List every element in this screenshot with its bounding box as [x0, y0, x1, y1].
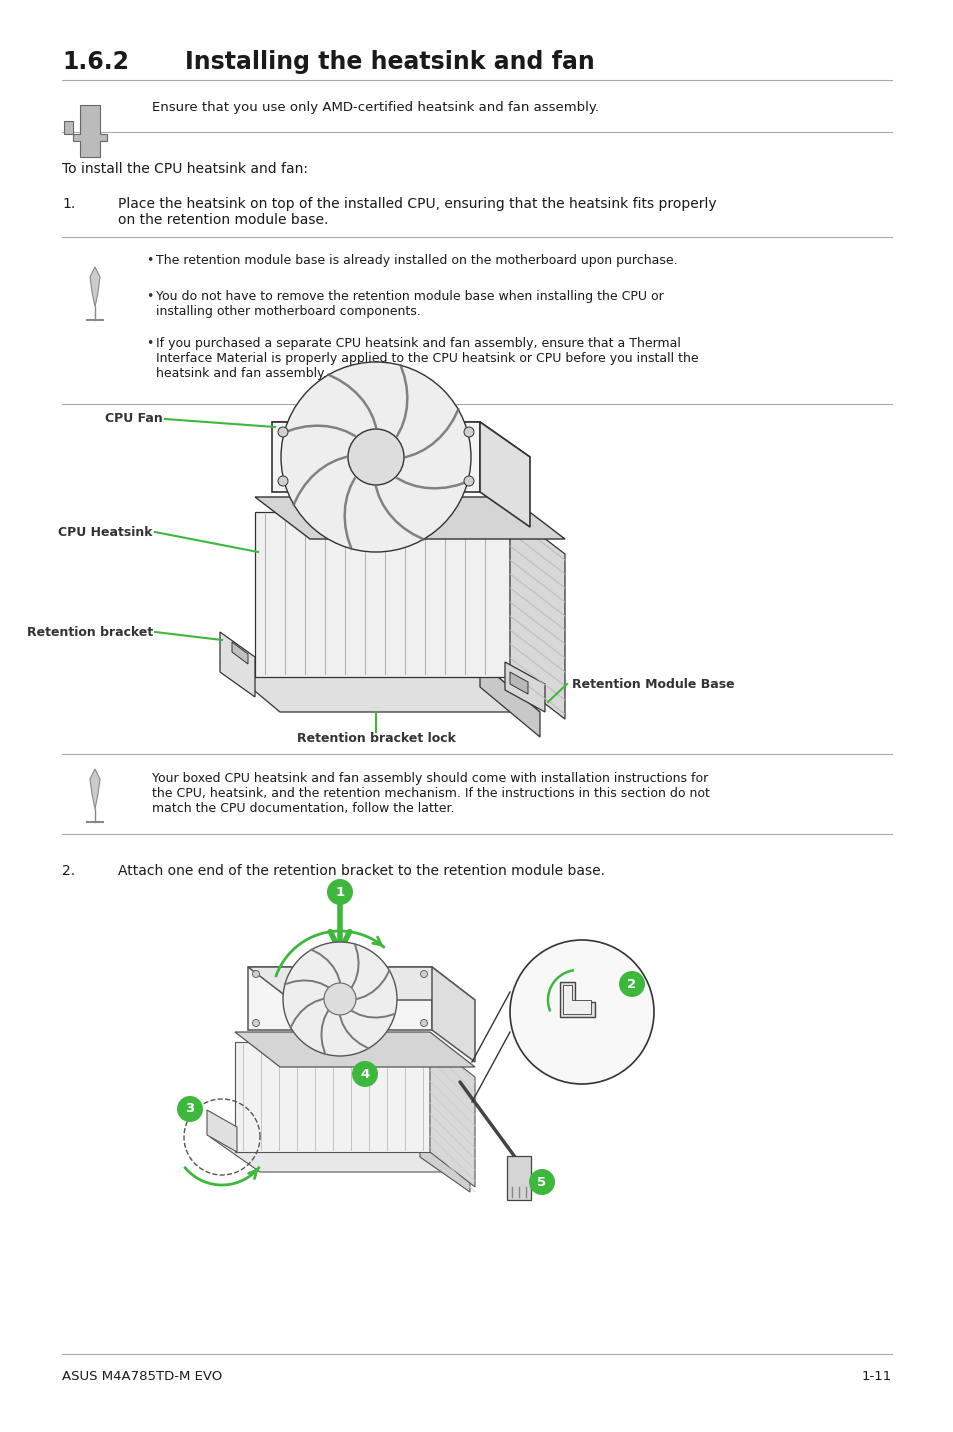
Circle shape — [348, 430, 403, 485]
Polygon shape — [479, 422, 530, 527]
Circle shape — [420, 971, 427, 978]
Polygon shape — [220, 662, 539, 712]
Circle shape — [327, 879, 353, 905]
Polygon shape — [234, 1042, 430, 1151]
Text: 3: 3 — [185, 1103, 194, 1116]
Circle shape — [463, 427, 474, 437]
Text: •: • — [146, 337, 153, 349]
Polygon shape — [248, 967, 475, 1000]
Text: The retention module base is already installed on the motherboard upon purchase.: The retention module base is already ins… — [156, 253, 677, 266]
Polygon shape — [254, 513, 510, 677]
Text: CPU Heatsink: CPU Heatsink — [58, 526, 152, 538]
Polygon shape — [510, 513, 564, 719]
Text: 1-11: 1-11 — [861, 1370, 891, 1383]
Text: •: • — [146, 253, 153, 266]
Text: To install the CPU heatsink and fan:: To install the CPU heatsink and fan: — [62, 162, 308, 176]
Text: You do not have to remove the retention module base when installing the CPU or
i: You do not have to remove the retention … — [156, 291, 663, 318]
Polygon shape — [419, 1137, 470, 1191]
Circle shape — [352, 1061, 377, 1087]
Polygon shape — [272, 422, 479, 493]
Circle shape — [324, 982, 355, 1015]
Circle shape — [253, 1020, 259, 1027]
Circle shape — [529, 1169, 555, 1194]
Polygon shape — [73, 105, 107, 158]
Text: Attach one end of the retention bracket to the retention module base.: Attach one end of the retention bracket … — [118, 863, 604, 878]
Text: 1: 1 — [335, 885, 344, 898]
Polygon shape — [90, 266, 100, 306]
Polygon shape — [90, 769, 100, 809]
Text: 5: 5 — [537, 1176, 546, 1189]
Text: 1.: 1. — [62, 198, 75, 211]
Polygon shape — [207, 1110, 236, 1151]
Polygon shape — [220, 632, 254, 697]
Circle shape — [618, 971, 644, 997]
Text: 2.: 2. — [62, 863, 75, 878]
Text: •: • — [146, 291, 153, 304]
Text: Retention bracket: Retention bracket — [27, 626, 152, 639]
Text: Retention Module Base: Retention Module Base — [572, 677, 734, 690]
Polygon shape — [254, 497, 564, 538]
Polygon shape — [562, 985, 590, 1014]
Circle shape — [177, 1095, 203, 1123]
Polygon shape — [232, 642, 248, 664]
Polygon shape — [510, 672, 527, 695]
Text: CPU Fan: CPU Fan — [105, 412, 163, 425]
Polygon shape — [64, 120, 73, 133]
Text: Ensure that you use only AMD-certified heatsink and fan assembly.: Ensure that you use only AMD-certified h… — [152, 100, 598, 113]
Circle shape — [463, 475, 474, 485]
Polygon shape — [234, 1032, 475, 1067]
Circle shape — [283, 942, 396, 1055]
Circle shape — [277, 427, 288, 437]
Polygon shape — [504, 662, 544, 712]
Polygon shape — [210, 1137, 470, 1171]
Polygon shape — [432, 967, 475, 1063]
Polygon shape — [248, 967, 432, 1030]
Text: 1.6.2: 1.6.2 — [62, 50, 129, 74]
Text: Installing the heatsink and fan: Installing the heatsink and fan — [185, 50, 594, 74]
Text: 4: 4 — [360, 1067, 369, 1081]
Polygon shape — [479, 662, 539, 737]
Text: Place the heatsink on top of the installed CPU, ensuring that the heatsink fits : Place the heatsink on top of the install… — [118, 198, 716, 228]
Circle shape — [510, 939, 654, 1084]
Text: Your boxed CPU heatsink and fan assembly should come with installation instructi: Your boxed CPU heatsink and fan assembly… — [152, 772, 709, 815]
Polygon shape — [272, 422, 530, 457]
Text: ASUS M4A785TD-M EVO: ASUS M4A785TD-M EVO — [62, 1370, 222, 1383]
Polygon shape — [559, 982, 595, 1017]
Text: If you purchased a separate CPU heatsink and fan assembly, ensure that a Thermal: If you purchased a separate CPU heatsink… — [156, 337, 698, 379]
FancyBboxPatch shape — [506, 1156, 531, 1200]
Circle shape — [420, 1020, 427, 1027]
Circle shape — [281, 362, 471, 551]
Text: 2: 2 — [627, 978, 636, 991]
Circle shape — [277, 475, 288, 485]
Polygon shape — [430, 1042, 475, 1187]
Circle shape — [253, 971, 259, 978]
Text: Retention bracket lock: Retention bracket lock — [296, 732, 455, 745]
